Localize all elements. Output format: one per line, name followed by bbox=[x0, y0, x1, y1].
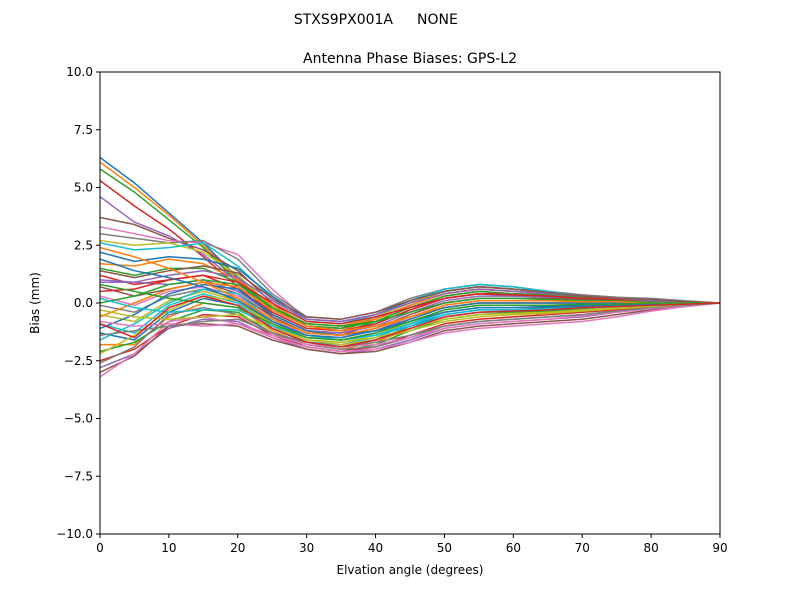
series-line bbox=[100, 279, 720, 327]
series-line bbox=[100, 295, 720, 348]
y-tick-label: 2.5 bbox=[74, 238, 93, 252]
series-line bbox=[100, 302, 720, 348]
y-tick-label: 5.0 bbox=[74, 181, 93, 195]
x-tick-label: 40 bbox=[368, 541, 383, 555]
x-tick-label: 90 bbox=[712, 541, 727, 555]
series-line bbox=[100, 246, 720, 337]
series-line bbox=[100, 302, 720, 348]
y-axis-label: Bias (mm) bbox=[28, 272, 42, 334]
figure-suptitle-station: STXS9PX001A bbox=[294, 12, 394, 28]
y-tick-label: −2.5 bbox=[64, 354, 93, 368]
y-tick-label: 7.5 bbox=[74, 123, 93, 137]
y-tick-label: 10.0 bbox=[66, 65, 93, 79]
series-line bbox=[100, 274, 720, 325]
x-axis: 0 10 20 30 40 50 60 70 80 90 bbox=[96, 534, 728, 555]
chart-title: Antenna Phase Biases: GPS-L2 bbox=[303, 51, 517, 67]
x-tick-label: 10 bbox=[161, 541, 176, 555]
series-line bbox=[100, 265, 720, 320]
x-tick-label: 0 bbox=[96, 541, 104, 555]
figure-suptitle-radome: NONE bbox=[417, 12, 458, 28]
x-axis-label: Elvation angle (degrees) bbox=[337, 563, 484, 577]
y-tick-label: −5.0 bbox=[64, 412, 93, 426]
x-tick-label: 20 bbox=[230, 541, 245, 555]
y-tick-label: 0.0 bbox=[74, 296, 93, 310]
x-tick-label: 30 bbox=[299, 541, 314, 555]
y-axis: −10.0 −7.5 −5.0 −2.5 0.0 2.5 5.0 7.5 10.0 bbox=[56, 65, 100, 541]
x-tick-label: 70 bbox=[575, 541, 590, 555]
series-line bbox=[100, 283, 720, 341]
y-tick-label: −10.0 bbox=[56, 527, 93, 541]
series-line bbox=[100, 232, 720, 320]
series-line bbox=[100, 258, 720, 339]
series-layer bbox=[100, 156, 720, 378]
x-tick-label: 50 bbox=[437, 541, 452, 555]
x-tick-label: 60 bbox=[506, 541, 521, 555]
y-tick-label: −7.5 bbox=[64, 469, 93, 483]
x-tick-label: 80 bbox=[643, 541, 658, 555]
